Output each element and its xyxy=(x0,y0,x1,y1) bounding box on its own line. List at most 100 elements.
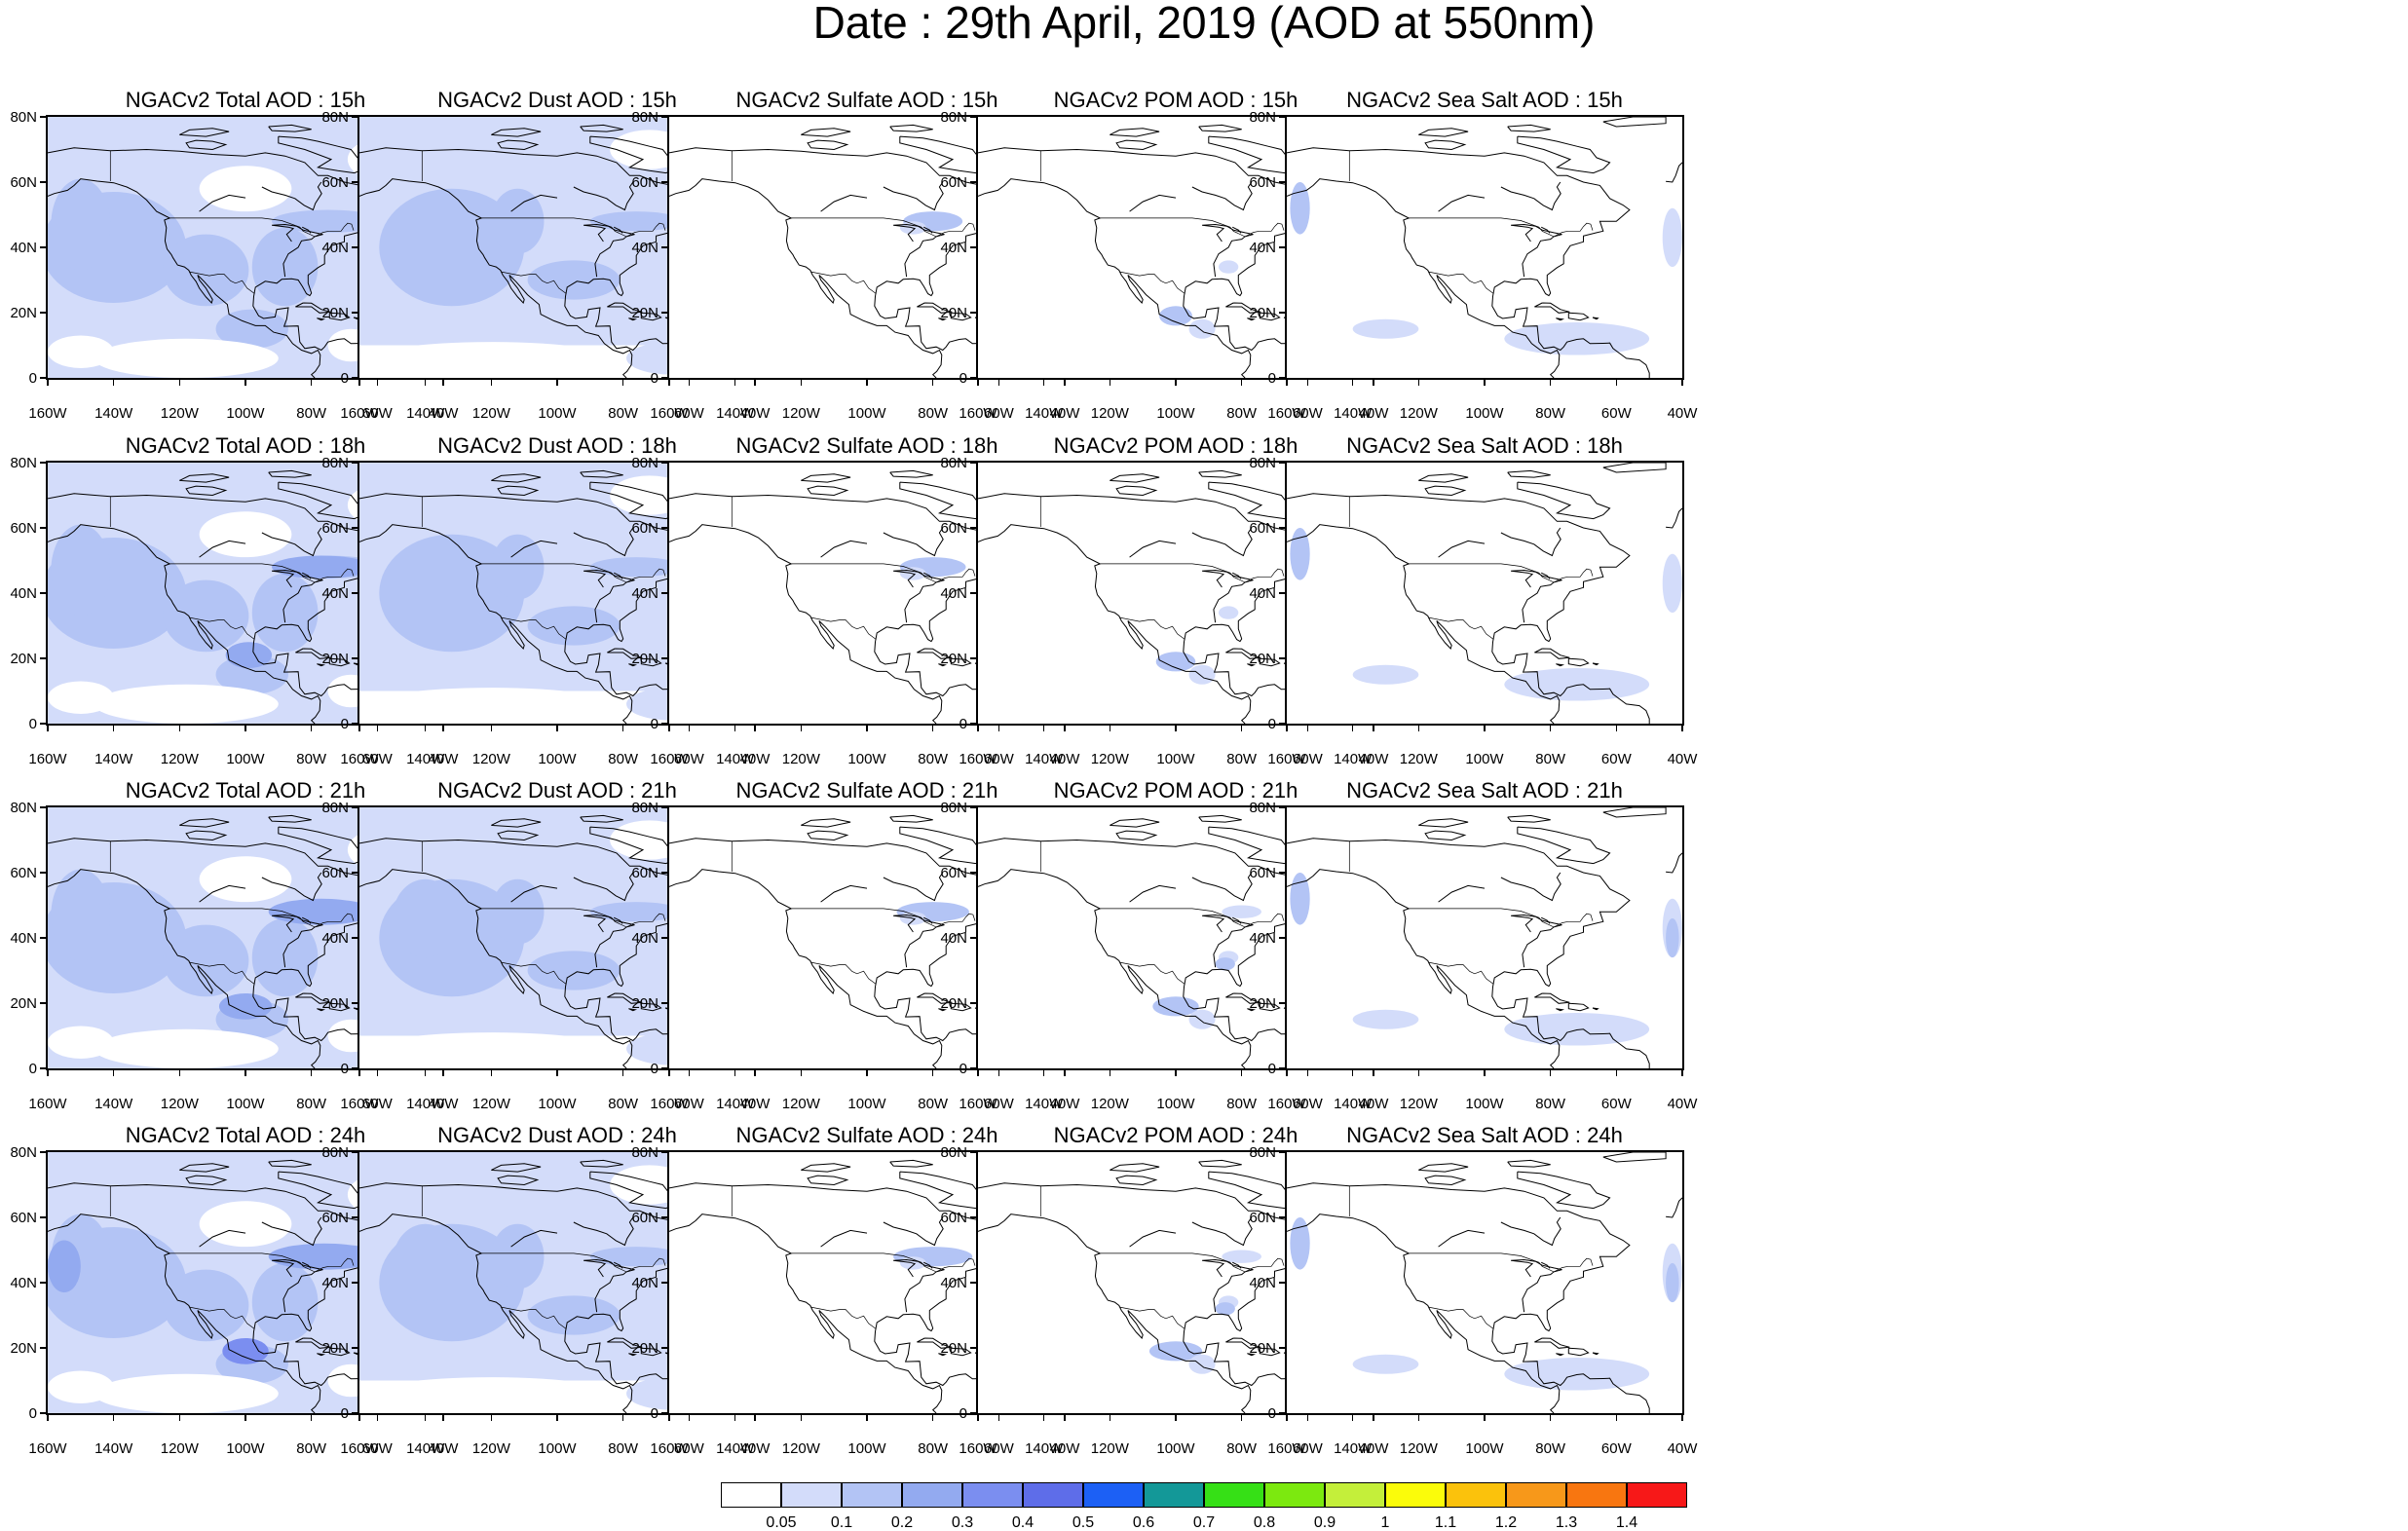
aod-contour-region xyxy=(48,681,114,714)
x-tick xyxy=(556,726,558,731)
coastline xyxy=(199,194,246,212)
y-tick xyxy=(970,181,976,183)
x-tick-label: 160W xyxy=(340,1440,379,1457)
panel-title: NGACv2 Sulfate AOD : 18h xyxy=(735,433,998,458)
coastline xyxy=(922,1261,933,1269)
x-tick xyxy=(178,380,181,386)
coastline xyxy=(179,818,230,828)
x-tick-label: 100W xyxy=(1465,1096,1504,1112)
coastline xyxy=(1225,302,1261,314)
x-tick xyxy=(1417,380,1420,386)
x-tick xyxy=(1373,1070,1374,1076)
y-tick-label: 60N xyxy=(631,1210,658,1226)
x-tick xyxy=(1286,1415,1288,1421)
x-tick xyxy=(47,380,49,386)
aod-contour-region xyxy=(1215,1302,1235,1316)
x-tick xyxy=(490,1070,493,1076)
x-tick-label: 60W xyxy=(673,1096,704,1112)
y-tick-label: 0 xyxy=(1267,370,1276,387)
coastline xyxy=(317,317,326,321)
political-borders xyxy=(1348,150,1594,294)
panel-title: NGACv2 POM AOD : 24h xyxy=(1053,1123,1298,1147)
aod-contour-region xyxy=(199,511,292,558)
y-tick xyxy=(1279,657,1285,659)
x-tick xyxy=(1615,1070,1618,1076)
x-tick xyxy=(1351,1415,1354,1421)
coastline xyxy=(1247,317,1257,321)
x-tick-label: 40W xyxy=(739,751,771,767)
y-tick xyxy=(40,377,46,379)
y-tick-label: 0 xyxy=(959,1405,967,1422)
coastline xyxy=(978,524,1252,724)
coastline xyxy=(295,302,331,314)
coastline xyxy=(607,992,643,1004)
border-line xyxy=(1100,217,1285,238)
border-line xyxy=(791,217,976,238)
y-tick-label: 0 xyxy=(959,1061,967,1077)
coastline xyxy=(1231,572,1242,579)
coastline xyxy=(1198,469,1242,478)
x-tick-label: 80W xyxy=(918,1440,949,1457)
border-line xyxy=(1119,616,1185,640)
y-tick-label: 20N xyxy=(631,651,658,667)
coastlines xyxy=(359,463,755,724)
y-tick xyxy=(352,181,357,183)
border-line xyxy=(481,563,666,583)
x-tick-label: 60W xyxy=(1292,1440,1323,1457)
colorbar-label: 1.3 xyxy=(1555,1514,1578,1531)
border-line xyxy=(481,1252,666,1273)
x-tick-label: 40W xyxy=(1667,751,1698,767)
x-tick xyxy=(997,1070,1000,1076)
x-tick-label: 100W xyxy=(1465,751,1504,767)
y-tick-label: 40N xyxy=(631,930,658,947)
coastline xyxy=(580,814,623,823)
coastline xyxy=(301,1261,312,1269)
y-tick xyxy=(1279,462,1285,464)
x-tick xyxy=(1286,1070,1288,1076)
x-tick-label: 160W xyxy=(650,1096,689,1112)
coastline xyxy=(1129,884,1177,903)
coastline xyxy=(1110,1163,1160,1173)
y-tick xyxy=(970,1151,976,1153)
y-tick-label: 60N xyxy=(10,520,37,537)
political-borders xyxy=(421,1185,666,1329)
colorbar-swatch xyxy=(721,1482,781,1508)
x-tick-label: 140W xyxy=(94,405,133,422)
x-tick-label: 40W xyxy=(428,1096,459,1112)
y-tick-label: 40N xyxy=(1249,585,1276,602)
x-tick-label: 100W xyxy=(847,751,886,767)
coastline xyxy=(1666,507,1682,529)
x-tick xyxy=(1484,726,1486,731)
border-line xyxy=(501,961,567,985)
coastline xyxy=(1231,226,1242,234)
x-tick xyxy=(1306,380,1309,386)
coastline xyxy=(1259,657,1281,667)
y-tick xyxy=(1279,1347,1285,1349)
x-tick xyxy=(931,1415,934,1421)
x-tick xyxy=(1351,726,1354,731)
y-tick-label: 60N xyxy=(631,865,658,881)
x-tick xyxy=(866,380,868,386)
y-tick xyxy=(661,377,667,379)
x-tick xyxy=(1484,1415,1486,1421)
coastline xyxy=(938,317,948,321)
border-line xyxy=(1409,563,1594,583)
y-tick-label: 0 xyxy=(28,716,37,732)
x-tick xyxy=(1042,1070,1045,1076)
x-tick-label: 160W xyxy=(959,751,997,767)
aod-contour-region xyxy=(222,1337,269,1364)
aod-contour-region xyxy=(225,642,273,669)
coastline xyxy=(893,1258,945,1313)
coastline xyxy=(893,914,945,968)
y-tick xyxy=(661,1067,667,1069)
coastline xyxy=(261,181,322,211)
colorbar-swatch xyxy=(1023,1482,1083,1508)
aod-contour-region xyxy=(251,1262,319,1342)
x-tick xyxy=(754,380,756,386)
panel-title: NGACv2 Sea Salt AOD : 24h xyxy=(1346,1123,1623,1147)
coastline xyxy=(1287,178,1561,378)
aod-contour-region xyxy=(589,1247,683,1267)
border-line xyxy=(1428,961,1494,985)
aod-field xyxy=(1290,1217,1682,1391)
x-tick xyxy=(1175,380,1177,386)
